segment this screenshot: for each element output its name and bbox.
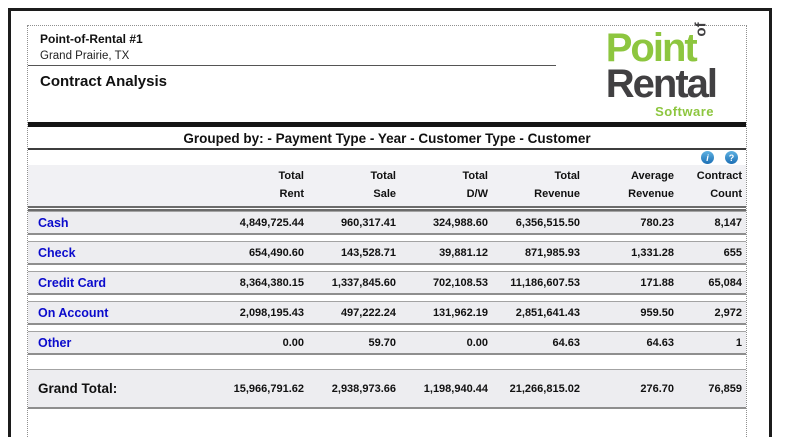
cell-average-revenue: 959.50	[640, 306, 674, 319]
cell-average-revenue: 1,331.28	[631, 246, 674, 259]
column-header-total-sale: Total Sale	[370, 170, 396, 200]
column-header-total-revenue: Total Revenue	[534, 170, 580, 200]
table-row-on-account: On Account 2,098,195.43 497,222.24 131,9…	[28, 301, 746, 325]
grand-total-revenue: 21,266,815.02	[509, 382, 580, 395]
grand-total-dw: 1,198,940.44	[423, 382, 488, 395]
report-header: Point-of-Rental #1 Grand Prairie, TX Con…	[28, 22, 746, 122]
section-divider-thick	[28, 122, 746, 127]
grand-total-rent: 15,966,791.62	[233, 382, 304, 395]
column-header-blank	[28, 167, 198, 203]
info-icon[interactable]: i	[701, 151, 714, 164]
cell-average-revenue: 64.63	[646, 336, 674, 349]
table-row-check: Check 654,490.60 143,528.71 39,881.12 87…	[28, 241, 746, 265]
cell-total-sale: 1,337,845.60	[331, 276, 396, 289]
cell-total-sale: 143,528.71	[340, 246, 396, 259]
logo-of-text: of	[692, 22, 710, 37]
store-name: Point-of-Rental #1	[40, 32, 143, 46]
table-row-other: Other 0.00 59.70 0.00 64.63 64.63 1	[28, 331, 746, 355]
cell-average-revenue: 171.88	[640, 276, 674, 289]
cell-total-revenue: 11,186,607.53	[510, 276, 580, 289]
cell-total-rent: 4,849,725.44	[239, 216, 304, 229]
contract-analysis-report: Point-of-Rental #1 Grand Prairie, TX Con…	[27, 22, 747, 437]
window-frame	[8, 8, 772, 437]
cell-average-revenue: 780.23	[640, 216, 674, 229]
toolbar-icon-row: i ?	[28, 150, 746, 165]
cell-total-rent: 2,098,195.43	[239, 306, 304, 319]
logo-software-text: Software	[655, 104, 714, 119]
cell-total-dw: 39,881.12	[439, 246, 488, 259]
cell-total-sale: 59.70	[368, 336, 396, 349]
column-header-contract-count: Contract Count	[696, 170, 742, 200]
cell-total-revenue: 64.63	[552, 336, 580, 349]
payment-type-link-cash[interactable]: Cash	[38, 215, 69, 230]
store-location: Grand Prairie, TX	[40, 50, 130, 62]
cell-total-dw: 324,988.60	[432, 216, 488, 229]
cell-total-rent: 0.00	[282, 336, 304, 349]
logo-point-text: Point	[605, 26, 698, 70]
grouped-by: Grouped by: - Payment Type - Year - Cust…	[28, 127, 746, 150]
cell-total-dw: 131,962.19	[432, 306, 488, 319]
cell-contract-count: 1	[735, 336, 742, 349]
grand-total-sale: 2,938,973.66	[331, 382, 396, 395]
help-icon[interactable]: ?	[725, 151, 738, 164]
cell-total-revenue: 871,985.93	[524, 246, 580, 259]
cell-total-rent: 8,364,380.15	[239, 276, 304, 289]
grand-total-label: Grand Total:	[38, 381, 118, 396]
grand-total-average-revenue: 276.70	[640, 382, 674, 395]
point-of-rental-logo: Pointof Rental Software	[605, 22, 718, 119]
grand-total-contract-count: 76,859	[708, 382, 742, 395]
cell-contract-count: 655	[723, 246, 742, 259]
column-header-average-revenue: Average Revenue	[628, 170, 674, 200]
cell-total-sale: 960,317.41	[340, 216, 396, 229]
column-header-total-dw: Total D/W	[462, 170, 488, 200]
cell-total-dw: 702,108.53	[432, 276, 488, 289]
table-row-credit-card: Credit Card 8,364,380.15 1,337,845.60 70…	[28, 271, 746, 295]
cell-total-rent: 654,490.60	[248, 246, 304, 259]
cell-total-sale: 497,222.24	[340, 306, 396, 319]
payment-type-link-on-account[interactable]: On Account	[38, 305, 109, 320]
table-header: Total Rent Total Sale Total D/W Total Revenu…	[28, 165, 746, 206]
table-header-divider	[28, 206, 746, 211]
payment-type-link-credit-card[interactable]: Credit Card	[38, 275, 107, 290]
logo-rental-text: Rental	[605, 62, 718, 106]
cell-total-revenue: 6,356,515.50	[515, 216, 580, 229]
payment-type-link-other[interactable]: Other	[38, 335, 72, 350]
cell-contract-count: 65,084	[708, 276, 742, 289]
header-divider	[28, 65, 556, 66]
cell-total-revenue: 2,851,641.43	[515, 306, 580, 319]
grand-total-row: Grand Total: 15,966,791.62 2,938,973.66 …	[28, 369, 746, 409]
column-header-total-rent: Total Rent	[278, 170, 304, 200]
report-title: Contract Analysis	[40, 73, 167, 90]
payment-type-link-check[interactable]: Check	[38, 245, 76, 260]
cell-contract-count: 8,147	[714, 216, 742, 229]
cell-contract-count: 2,972	[714, 306, 742, 319]
table-row-cash: Cash 4,849,725.44 960,317.41 324,988.60 …	[28, 211, 746, 235]
cell-total-dw: 0.00	[466, 336, 488, 349]
